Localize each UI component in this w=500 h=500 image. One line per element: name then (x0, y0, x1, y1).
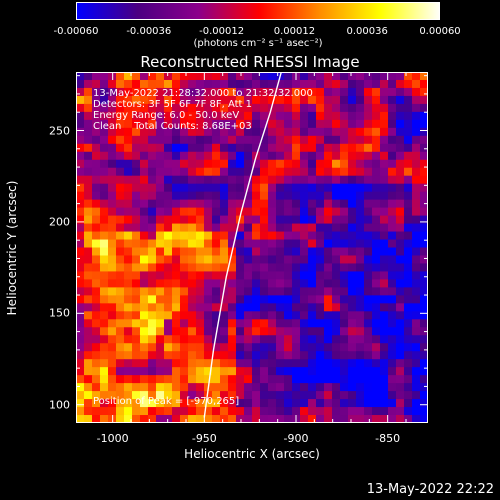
x-tick-label: -950 (191, 432, 217, 445)
colorbar (76, 2, 440, 20)
colorbar-tick-label: -0.00060 (53, 26, 99, 37)
colorbar-tick-label: -0.00036 (126, 26, 172, 37)
x-tick-label: -1000 (96, 432, 129, 445)
y-tick-label: 200 (49, 215, 70, 229)
colorbar-tick-label: 0.00060 (419, 26, 461, 37)
colorbar-tick-label: -0.00012 (199, 26, 245, 37)
y-tick-label: 100 (49, 398, 70, 412)
solar-limb-curve (203, 72, 282, 418)
y-axis-label: Heliocentric Y (arcsec) (5, 180, 19, 316)
x-axis-label: Heliocentric X (arcsec) (184, 447, 320, 461)
y-tick-label: 250 (49, 124, 70, 137)
axes-frame (76, 72, 428, 423)
chart-title: Reconstructed RHESSI Image (140, 53, 360, 71)
colorbar-tick-label: 0.00036 (346, 26, 388, 37)
heatmap-plot (76, 72, 428, 423)
timestamp: 13-May-2022 22:22 (366, 482, 494, 497)
info-energy-range: Energy Range: 6.0 - 50.0 keV (93, 110, 240, 121)
x-tick-label: -850 (375, 432, 401, 445)
heatmap-cells (76, 72, 428, 423)
colorbar-tick-label: 0.00012 (273, 26, 316, 37)
plot-border (76, 72, 428, 423)
x-tick-label: -900 (283, 432, 309, 445)
colorbar-units: (photons cm⁻² s⁻¹ asec⁻²) (193, 38, 323, 49)
y-tick-label: 150 (49, 306, 70, 320)
info-total-counts: Clean Total Counts: 8.68E+03 (93, 121, 252, 132)
info-time-range: 13-May-2022 21:28:32.000 to 21:32:32.000 (93, 88, 313, 99)
info-detectors: Detectors: 3F 5F 6F 7F 8F, Att 1 (93, 99, 253, 110)
info-peak-position: Position of Peak = [-970,265] (93, 396, 240, 407)
